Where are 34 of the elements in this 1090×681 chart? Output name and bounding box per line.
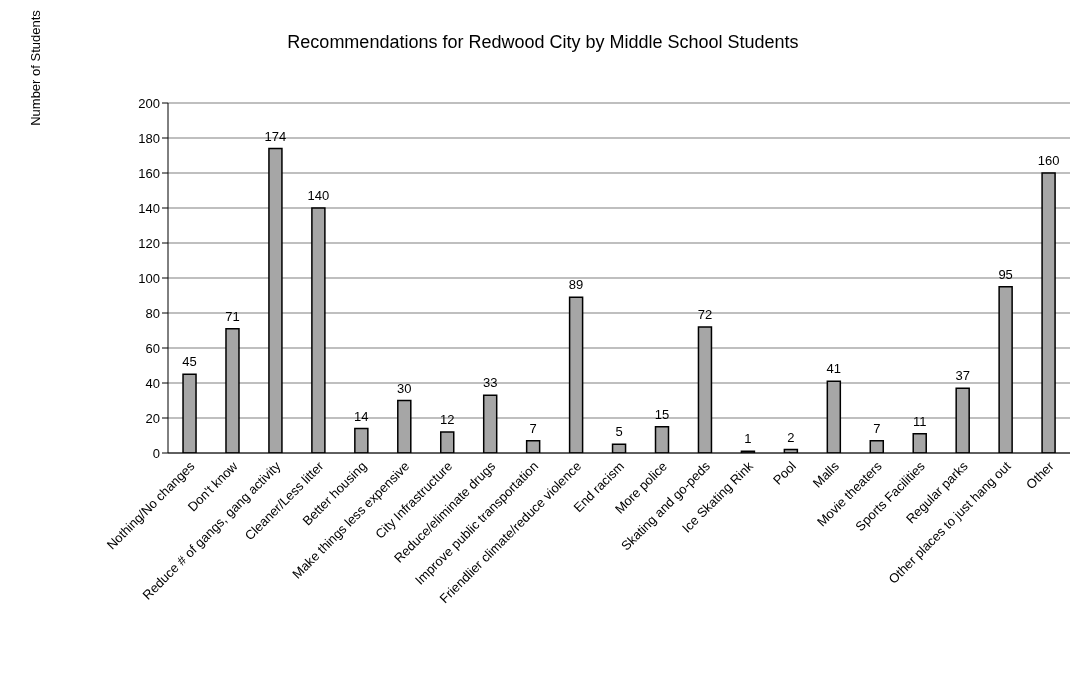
y-tick-label: 80 [145,305,160,321]
data-label: 2 [787,429,795,445]
data-label: 30 [397,380,412,396]
data-label: 95 [998,266,1013,282]
data-label: 5 [615,424,623,440]
y-axis-title: Number of Students [28,9,43,128]
y-tick-label: 0 [152,445,160,461]
y-tick-label: 200 [138,95,160,111]
chart-title: Recommendations for Redwood City by Middle School Students [287,32,799,52]
data-label: 160 [1037,153,1060,168]
y-tick-label: 160 [138,165,160,181]
data-label: 33 [482,375,498,391]
y-tick-label: 60 [145,340,160,356]
data-label: 41 [826,361,842,377]
data-label: 12 [440,412,455,427]
data-label: 7 [529,420,537,436]
data-label: 71 [225,308,240,324]
y-tick-label: 120 [138,235,160,251]
data-label: 37 [955,368,970,384]
data-label: 1 [744,431,752,447]
data-label: 15 [654,406,670,422]
data-label: 174 [264,128,287,144]
y-tick-label: 20 [145,410,160,426]
data-label: 14 [354,408,369,424]
y-tick-label: 40 [145,375,160,391]
y-tick-label: 140 [138,200,160,216]
data-label: 45 [182,354,197,370]
data-label: 140 [307,188,330,203]
data-label: 7 [873,420,881,436]
y-tick-label: 180 [138,130,160,146]
y-tick-label: 100 [138,270,160,286]
data-label: 11 [912,413,927,429]
data-label: 72 [697,307,713,322]
data-label: 89 [568,277,584,293]
